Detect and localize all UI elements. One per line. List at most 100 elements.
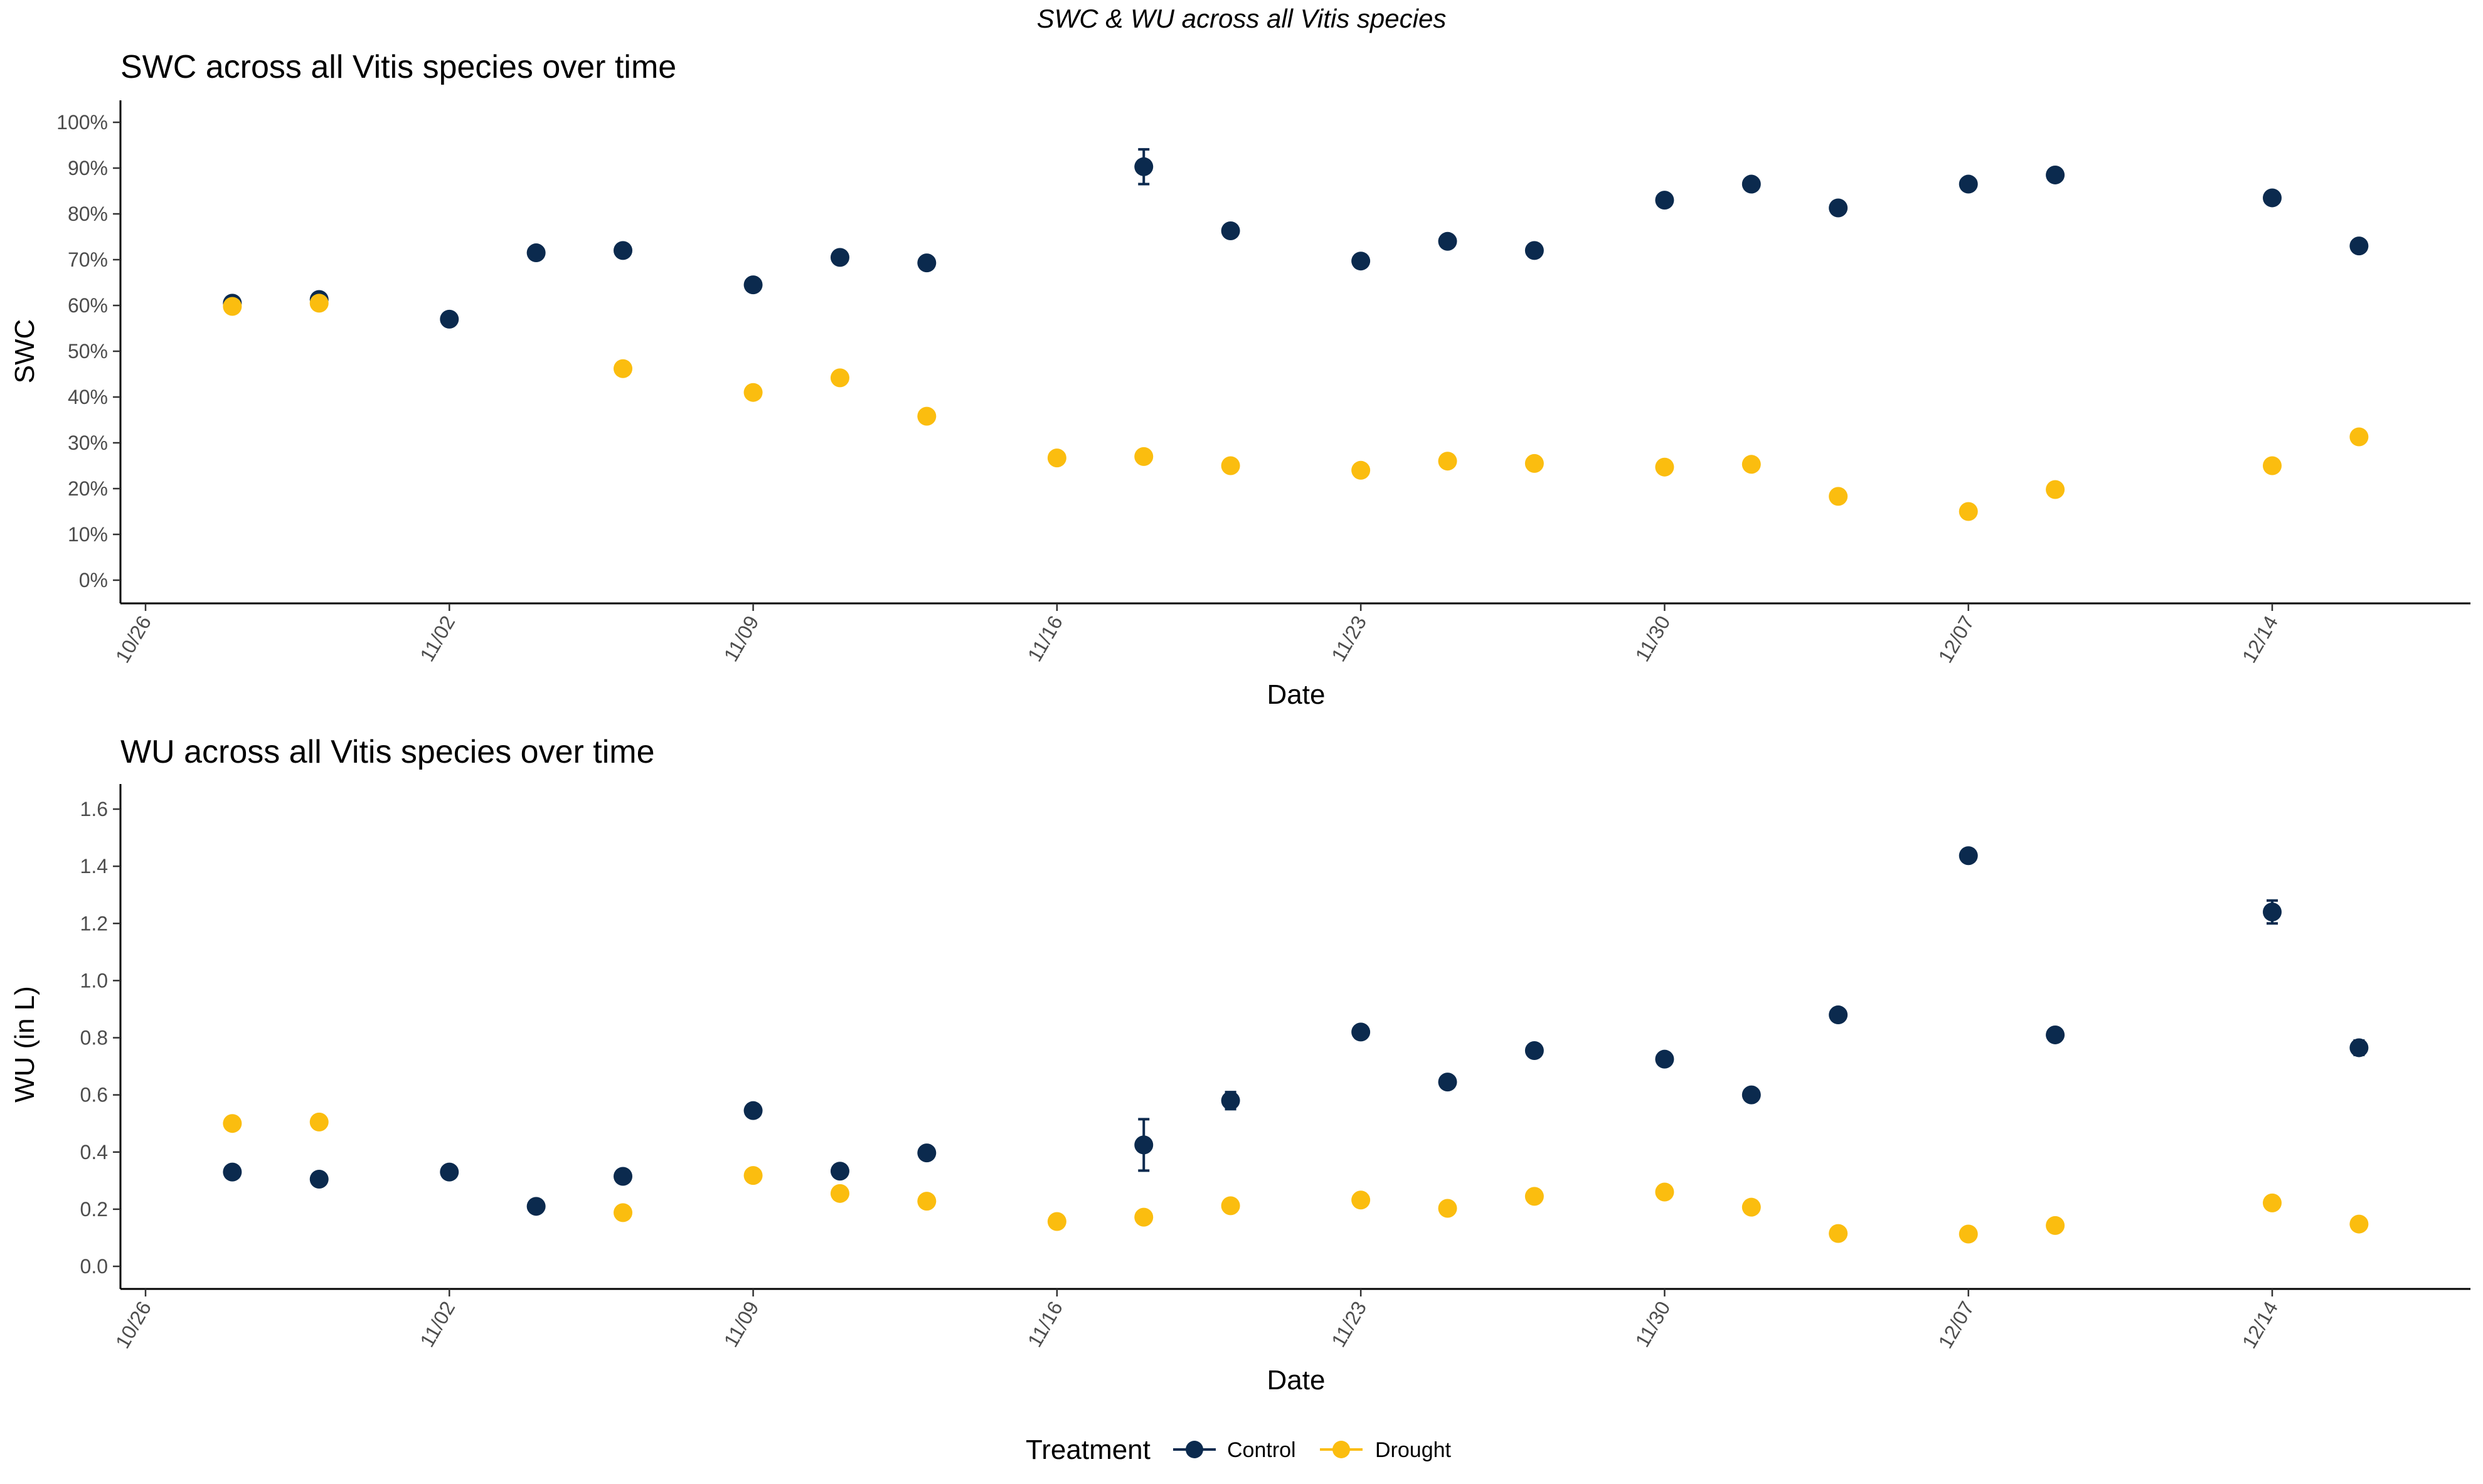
wu-point-control: [1959, 846, 1978, 866]
swc-point-drought: [223, 297, 242, 316]
swc-panel-title: SWC across all Vitis species over time: [120, 49, 676, 85]
swc-point-drought: [1221, 456, 1240, 475]
swc-y-tick-label: 70%: [68, 248, 108, 271]
swc-point-drought: [1524, 453, 1544, 473]
wu-x-axis: 10/26 11/02 11/09 11/16 11/23 11/30 12/07 12/14: [111, 1288, 2470, 1352]
wu-y-tick-label: 0.4: [80, 1141, 108, 1163]
swc-panel: SWC across all Vitis species over time 0…: [9, 49, 2470, 710]
swc-point-drought: [1047, 448, 1066, 468]
wu-point-control: [1655, 1049, 1674, 1069]
legend-item-control: Control: [1173, 1438, 1296, 1462]
legend-key-control: [1186, 1441, 1203, 1458]
legend-key-drought: [1332, 1441, 1350, 1458]
wu-point-drought: [1829, 1224, 1848, 1243]
swc-point-drought: [743, 383, 763, 402]
wu-point-drought: [614, 1203, 633, 1222]
swc-y-tick-label: 50%: [68, 340, 108, 363]
legend-label-control: Control: [1227, 1438, 1296, 1462]
swc-y-tick-label: 10%: [68, 523, 108, 546]
wu-point-control: [2263, 903, 2282, 922]
swc-point-control: [2046, 165, 2065, 184]
swc-point-drought: [1134, 447, 1154, 466]
swc-point-control: [1134, 157, 1154, 176]
swc-x-tick-label: 11/09: [720, 612, 763, 665]
swc-y-tick-label: 100%: [56, 111, 108, 134]
wu-point-control: [1221, 1091, 1240, 1110]
wu-point-control: [223, 1162, 242, 1182]
legend-label-drought: Drought: [1375, 1438, 1452, 1462]
wu-x-tick-label: 12/07: [1934, 1298, 1979, 1352]
swc-point-control: [526, 243, 546, 263]
swc-point-drought: [614, 359, 633, 378]
swc-x-tick-label: 12/07: [1934, 612, 1979, 667]
wu-y-axis: 0.0 0.2 0.4 0.6 0.8 1.0 1.2 1.4 1.6: [80, 784, 122, 1289]
wu-point-drought: [1959, 1224, 1978, 1244]
swc-point-control: [1524, 241, 1544, 260]
wu-y-tick-label: 1.4: [80, 855, 108, 877]
swc-point-drought: [2349, 427, 2369, 447]
wu-y-tick-label: 0.6: [80, 1084, 108, 1106]
swc-point-control: [1221, 221, 1240, 241]
wu-point-drought: [1221, 1196, 1240, 1216]
wu-point-control: [1741, 1085, 1761, 1105]
wu-y-tick-label: 1.6: [80, 798, 108, 820]
wu-point-drought: [830, 1184, 849, 1203]
swc-point-drought: [2263, 456, 2282, 475]
swc-x-tick-label: 10/26: [111, 612, 156, 667]
wu-x-tick-label: 12/14: [2238, 1298, 2282, 1352]
swc-point-drought: [1829, 487, 1848, 506]
swc-point-control: [1959, 174, 1978, 194]
swc-y-tick-label: 0%: [79, 569, 108, 591]
figure-suptitle: SWC & WU across all Vitis species: [1037, 4, 1447, 33]
wu-point-drought: [223, 1114, 242, 1133]
swc-point-control: [1741, 174, 1761, 194]
swc-point-drought: [830, 368, 849, 388]
swc-y-axis-label: SWC: [9, 319, 40, 384]
wu-point-drought: [2046, 1216, 2065, 1235]
swc-point-drought: [309, 294, 329, 313]
swc-y-axis: 0% 10% 20% 30% 40% 50% 60% 70% 80% 90% 100%: [56, 100, 122, 603]
swc-x-tick-label: 11/16: [1023, 612, 1067, 665]
wu-point-drought: [1438, 1199, 1457, 1218]
wu-point-drought: [1134, 1207, 1154, 1227]
wu-x-axis-label: Date: [1267, 1365, 1326, 1396]
swc-point-control: [440, 309, 459, 329]
swc-x-tick-label: 11/23: [1327, 612, 1371, 665]
wu-x-tick-label: 11/30: [1630, 1298, 1674, 1351]
wu-point-drought: [1741, 1197, 1761, 1217]
wu-y-tick-label: 0.8: [80, 1027, 108, 1049]
wu-point-control: [1134, 1135, 1154, 1155]
wu-point-control: [1524, 1041, 1544, 1061]
swc-point-drought: [1741, 455, 1761, 474]
wu-y-axis-label: WU (in L): [9, 986, 40, 1103]
wu-point-drought: [309, 1112, 329, 1132]
swc-y-tick-label: 60%: [68, 294, 108, 317]
wu-point-control: [1438, 1073, 1457, 1092]
swc-x-tick-label: 11/02: [415, 612, 459, 665]
swc-point-control: [917, 253, 937, 273]
wu-y-tick-label: 0.2: [80, 1198, 108, 1221]
legend: Treatment Control Drought: [1026, 1434, 1452, 1465]
wu-x-tick-label: 10/26: [111, 1298, 156, 1352]
wu-point-control: [2046, 1025, 2065, 1044]
wu-x-tick-label: 11/02: [415, 1298, 459, 1351]
wu-point-control: [526, 1197, 546, 1216]
swc-y-tick-label: 20%: [68, 477, 108, 500]
wu-x-tick-label: 11/09: [720, 1298, 763, 1351]
wu-point-drought: [1351, 1190, 1371, 1210]
swc-point-drought: [1959, 502, 1978, 521]
wu-panel-title: WU across all Vitis species over time: [120, 734, 655, 770]
swc-x-axis: 10/26 11/02 11/09 11/16 11/23 11/30 12/07 12/14: [111, 602, 2470, 667]
swc-point-drought: [1438, 452, 1457, 471]
swc-y-tick-label: 40%: [68, 386, 108, 408]
swc-point-control: [2263, 188, 2282, 208]
wu-point-drought: [1047, 1212, 1066, 1231]
wu-point-drought: [917, 1192, 937, 1211]
swc-point-control: [1829, 198, 1848, 218]
swc-point-control: [2349, 236, 2369, 256]
swc-point-drought: [917, 406, 937, 426]
swc-point-control: [1655, 191, 1674, 210]
wu-point-drought: [2349, 1214, 2369, 1234]
swc-point-drought: [1351, 460, 1371, 480]
